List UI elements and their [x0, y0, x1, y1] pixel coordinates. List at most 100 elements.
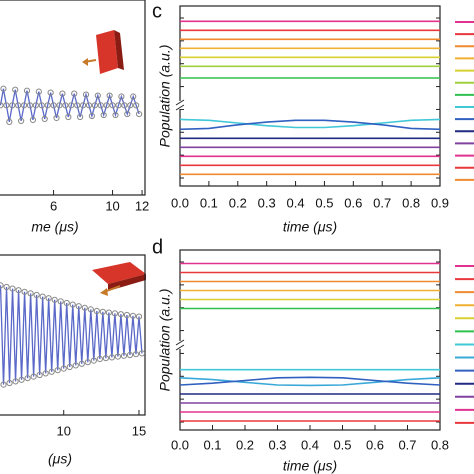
y-axis-label: Population (a.u.): [157, 45, 173, 148]
x-tick-label: 10: [105, 198, 119, 213]
data-point: [60, 365, 67, 372]
x-tick-label: 0.6: [344, 195, 362, 210]
population-line: [179, 118, 441, 129]
data-point: [30, 373, 37, 380]
data-point: [63, 299, 70, 307]
x-tick-label: 0.1: [200, 195, 218, 210]
data-point: [3, 283, 10, 291]
data-point: [26, 102, 34, 109]
panel-letter: d: [152, 236, 163, 258]
data-point: [75, 303, 82, 310]
data-point: [106, 92, 113, 99]
plot-frame: [179, 5, 441, 187]
data-point: [82, 91, 90, 98]
population-line: [179, 377, 441, 387]
data-point: [90, 357, 97, 364]
data-point: [62, 102, 69, 109]
data-point: [6, 118, 13, 125]
data-point: [24, 375, 31, 382]
data-point: [0, 85, 7, 92]
data-point: [6, 379, 13, 387]
data-point: [51, 296, 58, 303]
data-point: [111, 310, 118, 317]
population-line: [179, 376, 441, 386]
data-point: [3, 102, 10, 109]
data-point: [88, 112, 96, 120]
data-point: [97, 102, 104, 109]
data-point: [84, 359, 91, 366]
data-point: [12, 378, 19, 385]
data-point: [133, 102, 140, 109]
x-tick-label: 0.9: [431, 195, 449, 210]
x-tick-label: 0.7: [373, 195, 391, 210]
x-tick-label: 0.5: [315, 195, 333, 210]
data-point: [79, 102, 87, 109]
data-point: [35, 88, 42, 95]
axis-break: [175, 339, 185, 346]
data-point: [102, 355, 109, 362]
data-point: [0, 282, 4, 289]
x-tick-label: 0.7: [398, 437, 416, 452]
data-point: [85, 102, 93, 109]
data-point: [44, 102, 51, 109]
data-point: [39, 293, 46, 300]
data-point: [53, 114, 60, 122]
data-point: [18, 376, 25, 383]
x-tick-label: 10: [56, 423, 70, 438]
data-point: [112, 111, 119, 119]
x-axis-label: time (μs): [283, 458, 337, 474]
data-point: [114, 353, 122, 360]
data-point: [138, 350, 146, 357]
data-point: [132, 351, 140, 358]
data-point: [103, 102, 110, 109]
data-point: [15, 102, 22, 109]
population-line: [179, 119, 441, 131]
data-point: [0, 381, 7, 388]
data-point: [87, 306, 94, 313]
data-point: [69, 301, 76, 308]
data-point: [41, 115, 48, 123]
data-point: [99, 308, 106, 315]
x-tick-label: 15: [132, 423, 146, 438]
x-axis-label: (μs): [48, 451, 72, 467]
data-point: [72, 362, 79, 369]
data-point: [105, 309, 112, 316]
data-point: [78, 360, 85, 367]
data-point: [77, 113, 84, 121]
crystal-icon: [92, 262, 146, 296]
data-point: [21, 288, 28, 295]
plot-frame: [0, 254, 146, 416]
data-point: [123, 311, 131, 319]
fit-line: [0, 285, 143, 385]
data-point: [121, 102, 128, 109]
data-point: [29, 116, 37, 124]
data-point: [54, 367, 61, 374]
data-point: [42, 370, 49, 377]
data-point: [136, 110, 143, 118]
data-point: [108, 354, 115, 361]
data-point: [45, 295, 52, 302]
data-point: [33, 291, 40, 299]
data-point: [12, 86, 19, 93]
data-point: [0, 102, 4, 109]
x-tick-label: 0.2: [229, 195, 247, 210]
data-point: [68, 102, 75, 109]
x-tick-label: 0.4: [287, 195, 305, 210]
data-point: [118, 93, 125, 100]
data-point: [27, 290, 34, 297]
data-point: [9, 102, 16, 109]
axis-break: [176, 341, 184, 349]
x-tick-label: 0.0: [171, 437, 189, 452]
data-point: [129, 312, 137, 319]
x-tick-label: 0.3: [268, 437, 286, 452]
x-tick-label: 0.2: [236, 437, 254, 452]
data-point: [20, 102, 28, 109]
data-point: [81, 304, 88, 311]
data-point: [66, 363, 73, 371]
data-point: [124, 110, 131, 118]
axis-break: [175, 104, 185, 111]
plot-frame: [0, 0, 146, 196]
x-tick-label: 6: [50, 198, 57, 213]
data-point: [59, 90, 66, 97]
data-point: [23, 87, 31, 94]
